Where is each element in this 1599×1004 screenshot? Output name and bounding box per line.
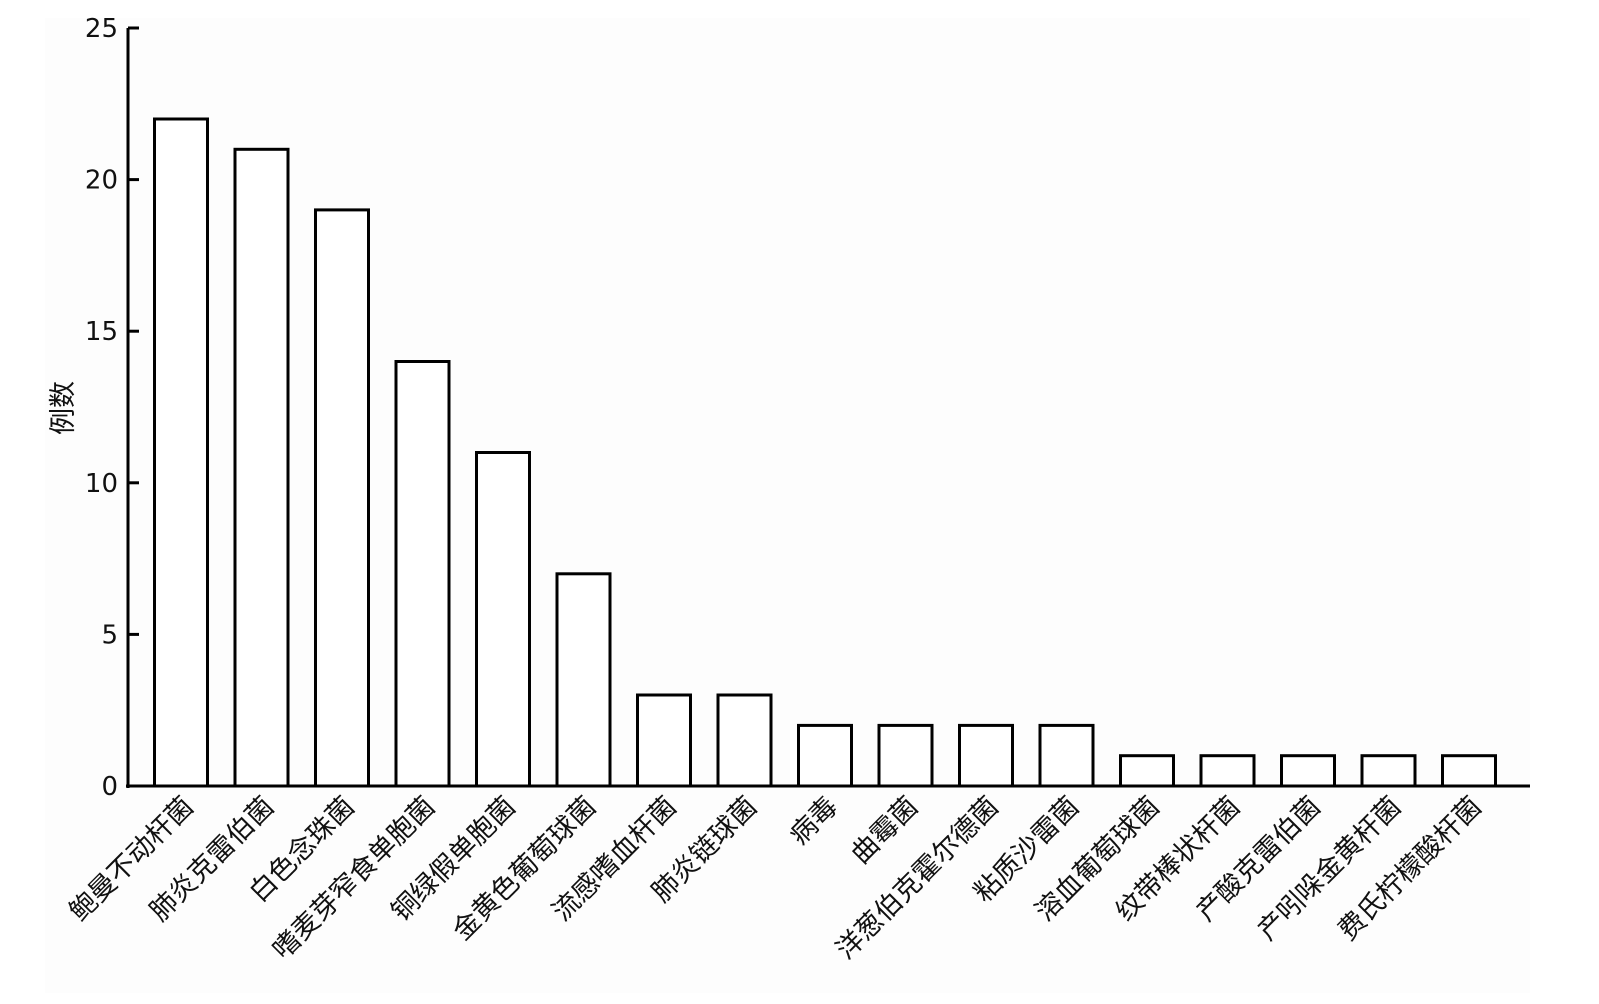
y-axis-title: 例数 xyxy=(48,381,79,435)
bar-6 xyxy=(555,572,612,788)
bar-12 xyxy=(1038,723,1095,788)
bar-2 xyxy=(233,147,290,788)
bar-14 xyxy=(1199,754,1256,788)
bar-3 xyxy=(314,208,370,788)
y-tick-label-5: 5 xyxy=(101,620,118,650)
bar-13 xyxy=(1119,754,1175,788)
bar-16 xyxy=(1360,754,1417,788)
bar-9 xyxy=(797,723,853,788)
bars-group xyxy=(153,117,1497,788)
y-tick-label-25: 25 xyxy=(85,14,118,44)
y-tick-label-0: 0 xyxy=(101,772,118,802)
bar-1 xyxy=(153,117,209,788)
y-tick-label-15: 15 xyxy=(85,317,118,347)
bar-7 xyxy=(636,693,692,788)
plot-background xyxy=(45,18,1530,993)
bar-17 xyxy=(1441,754,1497,788)
bar-11 xyxy=(958,723,1014,788)
y-tick-label-10: 10 xyxy=(85,469,118,499)
bar-5 xyxy=(475,451,531,788)
bar-8 xyxy=(716,693,773,788)
y-tick-label-20: 20 xyxy=(85,166,118,196)
axes-group xyxy=(126,28,1530,788)
bar-10 xyxy=(877,723,934,788)
bar-15 xyxy=(1280,754,1336,788)
bar-4 xyxy=(394,360,451,788)
y-ticks-group: 0 5 10 15 20 25 xyxy=(85,14,139,802)
